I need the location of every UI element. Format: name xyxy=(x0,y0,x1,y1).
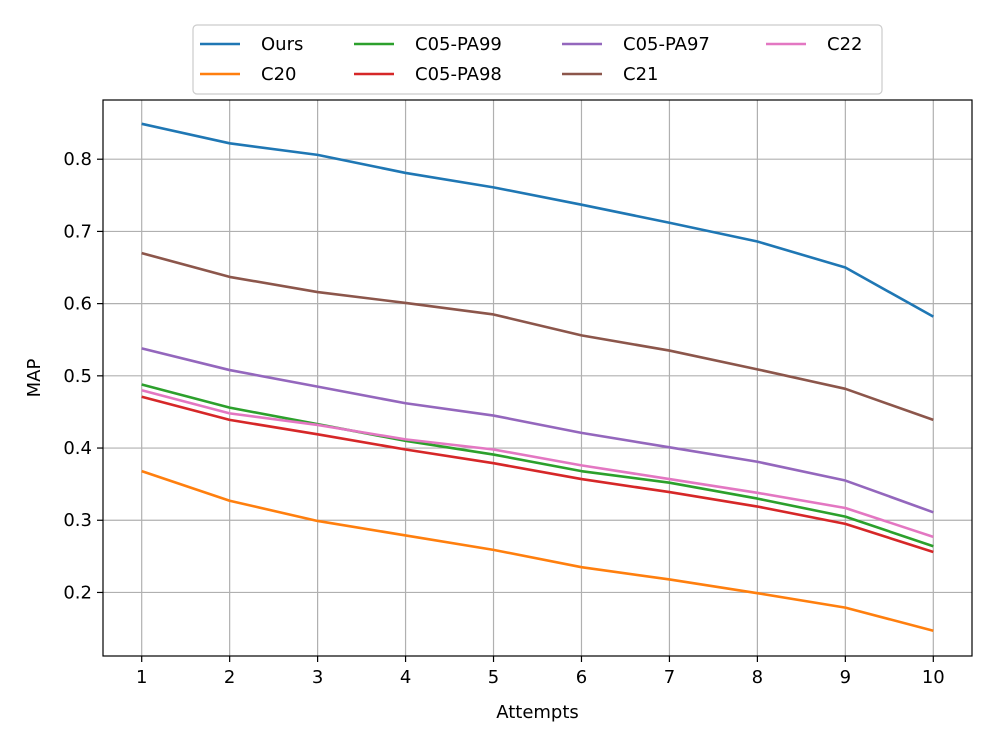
x-tick-label: 8 xyxy=(752,667,763,688)
legend-label: C21 xyxy=(623,64,658,85)
x-axis-ticks: 1 2 3 4 5 6 7 8 9 10 xyxy=(136,656,945,688)
x-tick-label: 2 xyxy=(224,667,235,688)
y-tick-label: 0.2 xyxy=(63,582,92,603)
series-line-c21 xyxy=(141,251,934,422)
legend: Ours C20 C05-PA99 C05-PA98 C05-PA97 C21 C22 xyxy=(192,24,883,95)
legend-label: C05-PA99 xyxy=(415,34,502,55)
series-line-ours xyxy=(141,122,934,318)
x-tick-label: 7 xyxy=(664,667,675,688)
x-tick-label: 9 xyxy=(840,667,851,688)
series-line-c05-pa98 xyxy=(141,395,934,554)
y-axis-ticks: 0.2 0.3 0.4 0.5 0.6 0.7 0.8 xyxy=(63,149,103,603)
x-tick-label: 3 xyxy=(312,667,323,688)
legend-label: C20 xyxy=(261,64,296,85)
x-tick-label: 4 xyxy=(400,667,411,688)
legend-label: C05-PA97 xyxy=(623,34,710,55)
x-tick-label: 5 xyxy=(488,667,499,688)
series-line-c20 xyxy=(141,469,934,632)
series-lines xyxy=(141,122,934,632)
y-tick-label: 0.8 xyxy=(63,149,92,170)
series-line-c05-pa97 xyxy=(141,347,934,514)
plot-frame xyxy=(102,99,973,657)
y-tick-label: 0.7 xyxy=(63,221,92,242)
legend-label: C05-PA98 xyxy=(415,64,502,85)
series-line-c05-pa99 xyxy=(141,383,934,548)
y-tick-label: 0.3 xyxy=(63,510,92,531)
y-tick-label: 0.6 xyxy=(63,294,92,315)
series-line-c22 xyxy=(141,389,934,539)
x-tick-label: 10 xyxy=(922,667,945,688)
x-tick-label: 1 xyxy=(136,667,147,688)
y-tick-label: 0.4 xyxy=(63,438,92,459)
x-tick-label: 6 xyxy=(576,667,587,688)
grid xyxy=(103,100,972,656)
legend-label: C22 xyxy=(827,34,862,55)
legend-box xyxy=(192,24,883,95)
y-axis-title: MAP xyxy=(24,359,45,398)
legend-label: Ours xyxy=(261,34,303,55)
x-axis-title: Attempts xyxy=(496,702,579,723)
y-tick-label: 0.5 xyxy=(63,366,92,387)
